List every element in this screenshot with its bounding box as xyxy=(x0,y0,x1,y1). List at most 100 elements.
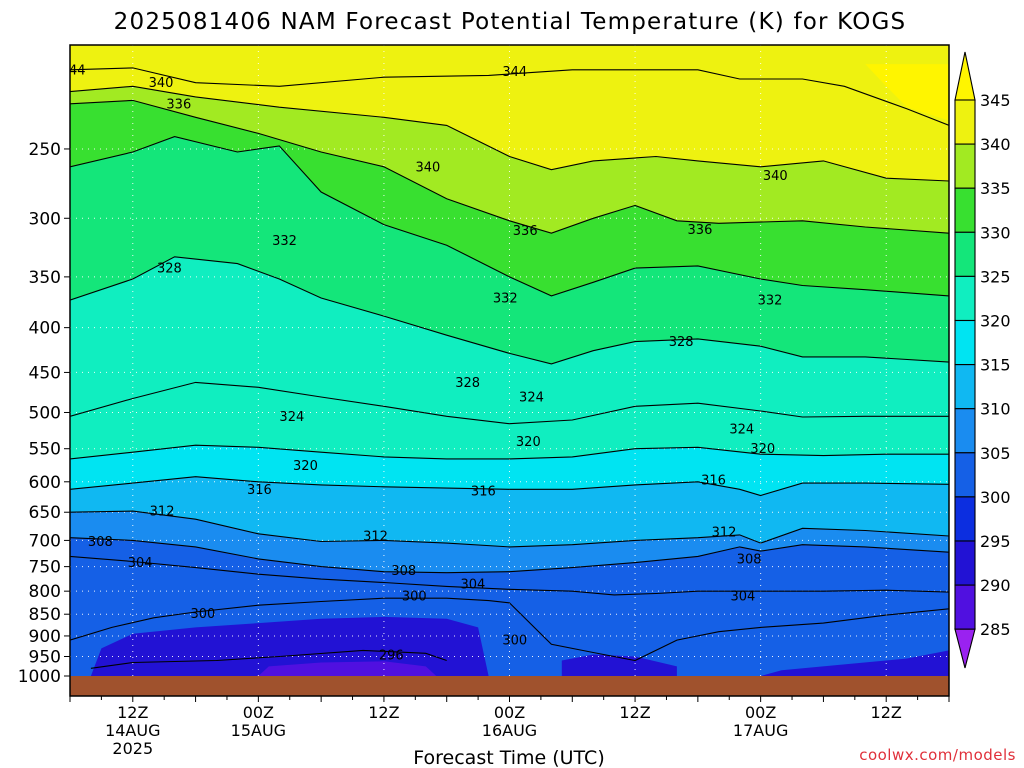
contour-label-text: 324 xyxy=(519,390,544,405)
contour-line-308 xyxy=(70,537,949,574)
x-tick-label: 12Z xyxy=(117,703,148,722)
contour-label-text: 296 xyxy=(379,648,404,663)
contour-label: 304 xyxy=(460,577,485,592)
colorbar-bottom-arrow xyxy=(954,628,976,669)
contour-line-344 xyxy=(70,67,949,126)
contour-label: 308 xyxy=(737,552,762,567)
contour-label-text: 308 xyxy=(88,535,113,550)
contour-label: 336 xyxy=(166,97,191,112)
contour-line-312 xyxy=(70,510,949,548)
colorbar-segment xyxy=(954,408,976,454)
x-tick-label: 17AUG xyxy=(733,721,788,740)
contour-label-text: 308 xyxy=(391,564,416,579)
band-295-core-c xyxy=(760,650,949,676)
contour-label-text: 336 xyxy=(513,224,538,239)
contour-label: 328 xyxy=(455,376,480,391)
x-tick-label: 00Z xyxy=(494,703,525,722)
y-tick-label: 550 xyxy=(29,440,61,460)
y-tick-label: 250 xyxy=(29,140,61,160)
credit-text: coolwx.com/models xyxy=(859,746,1016,764)
colorbar-label: 290 xyxy=(980,576,1011,595)
contour-label-text: 304 xyxy=(128,556,153,571)
band-295-core-b xyxy=(561,654,677,676)
colorbar-segment xyxy=(954,99,976,145)
contour-label: 312 xyxy=(150,505,175,520)
contour-label: 320 xyxy=(516,435,541,450)
y-tick-label: 750 xyxy=(29,558,61,578)
contour-label-text: 340 xyxy=(415,160,440,175)
colorbar-segment xyxy=(954,275,976,322)
contour-label-text: 300 xyxy=(402,589,427,604)
contour-label: 300 xyxy=(402,589,427,604)
colorbar-segment xyxy=(954,231,976,277)
y-tick-label: 800 xyxy=(29,582,61,602)
y-tick-label: 700 xyxy=(29,531,61,551)
contour-line-316 xyxy=(70,476,949,497)
colorbar-label: 310 xyxy=(980,400,1011,419)
contour-line-336 xyxy=(70,99,949,234)
y-tick-label: 850 xyxy=(29,605,61,625)
y-tick-label: 650 xyxy=(29,503,61,523)
contour-label-text: 332 xyxy=(493,292,518,307)
grid-lines xyxy=(70,45,949,696)
contour-label-text: 340 xyxy=(763,169,788,184)
contour-label: 312 xyxy=(712,526,737,541)
band-top xyxy=(70,45,949,61)
colorbar-segment xyxy=(954,143,976,189)
contour-label-text: 320 xyxy=(293,459,318,474)
contour-label: 324 xyxy=(519,390,544,405)
y-tick-label: 450 xyxy=(29,363,61,383)
colorbar-label: 330 xyxy=(980,223,1011,242)
contour-label-text: 336 xyxy=(166,97,191,112)
colorbar-segment xyxy=(954,540,976,586)
band-345-patch xyxy=(865,64,949,121)
contour-line-328 xyxy=(70,256,949,365)
contour-line-296 xyxy=(90,649,447,669)
contour-label-text: 332 xyxy=(758,294,783,309)
colorbar-segment xyxy=(954,364,976,410)
contour-label-text: 344 xyxy=(61,63,86,78)
y-tick-label: 1000 xyxy=(18,667,61,687)
contour-label: 340 xyxy=(763,169,788,184)
colorbar-label: 325 xyxy=(980,267,1011,286)
contour-label-text: 304 xyxy=(730,589,755,604)
band-above-344 xyxy=(70,45,949,126)
x-axis-title: Forecast Time (UTC) xyxy=(413,747,604,768)
contour-label: 344 xyxy=(502,65,527,80)
contour-label-text: 304 xyxy=(460,577,485,592)
contour-line-320 xyxy=(70,444,949,460)
colorbar-segment xyxy=(954,319,976,366)
contour-label-text: 312 xyxy=(363,530,388,545)
contour-label-text: 320 xyxy=(516,435,541,450)
contour-label: 332 xyxy=(493,292,518,307)
contour-label-text: 312 xyxy=(712,526,737,541)
chart-title: 2025081406 NAM Forecast Potential Temper… xyxy=(114,9,907,35)
colorbar-segment xyxy=(954,187,976,233)
contour-label-text: 300 xyxy=(190,607,215,622)
colorbar-label: 300 xyxy=(980,488,1011,507)
contour-label-text: 308 xyxy=(737,552,762,567)
contour-label-text: 328 xyxy=(455,376,480,391)
contour-label: 316 xyxy=(701,473,726,488)
contour-label: 304 xyxy=(128,556,153,571)
contour-label-text: 328 xyxy=(669,335,694,350)
contour-label: 336 xyxy=(688,223,713,238)
contour-label: 320 xyxy=(293,459,318,474)
contour-label-text: 328 xyxy=(157,262,182,277)
contour-label-text: 340 xyxy=(149,76,174,91)
contour-label-text: 336 xyxy=(688,223,713,238)
y-axis: 2503003504004505005506006507007508008509… xyxy=(18,140,70,687)
colorbar-label: 305 xyxy=(980,444,1011,463)
contour-label: 300 xyxy=(502,634,527,649)
y-tick-label: 500 xyxy=(29,403,61,423)
contour-label-text: 316 xyxy=(247,483,272,498)
x-tick-label: 2025 xyxy=(112,739,153,758)
contour-label: 316 xyxy=(247,483,272,498)
contour-label: 316 xyxy=(471,485,496,500)
contour-label-text: 324 xyxy=(279,410,304,425)
colorbar-label: 295 xyxy=(980,532,1011,551)
colorbar-label: 345 xyxy=(980,91,1011,110)
contour-label-text: 332 xyxy=(272,234,297,249)
